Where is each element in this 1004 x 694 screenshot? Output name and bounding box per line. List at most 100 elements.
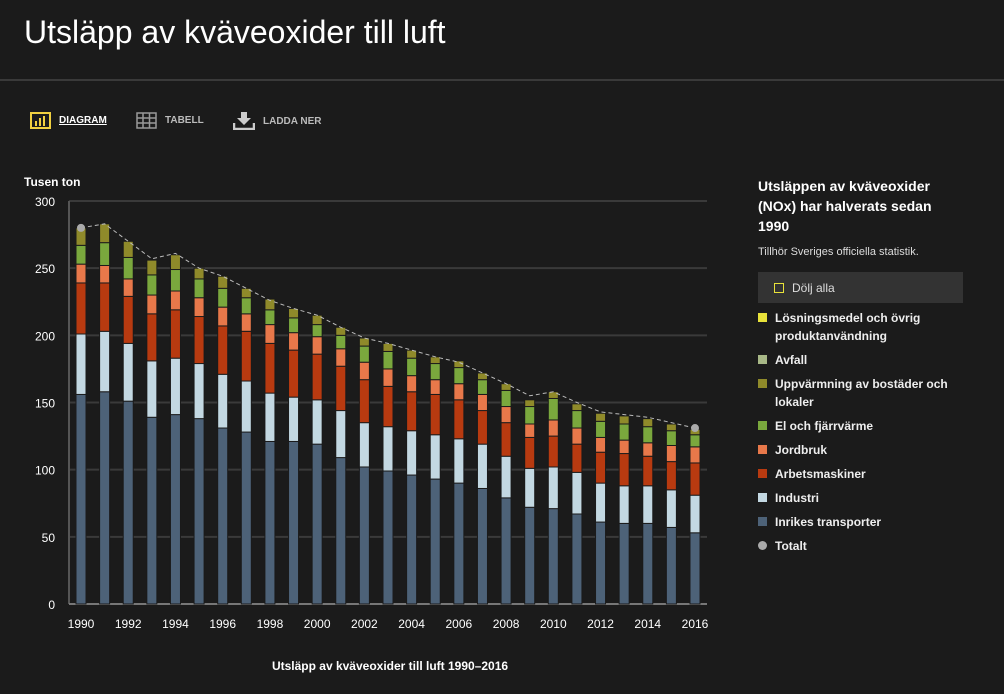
bar-segment[interactable] bbox=[240, 297, 252, 315]
bar-segment[interactable] bbox=[146, 274, 158, 296]
bar-segment[interactable] bbox=[75, 282, 87, 335]
bar-segment[interactable] bbox=[618, 522, 630, 605]
bar-segment[interactable] bbox=[665, 461, 677, 491]
bar-segment[interactable] bbox=[122, 278, 134, 297]
bar-segment[interactable] bbox=[618, 415, 630, 425]
bar-segment[interactable] bbox=[335, 334, 347, 350]
bar-segment[interactable] bbox=[264, 392, 276, 442]
bar-segment[interactable] bbox=[476, 393, 488, 412]
bar-segment[interactable] bbox=[122, 240, 134, 258]
bar-segment[interactable] bbox=[429, 434, 441, 480]
bar-segment[interactable] bbox=[240, 380, 252, 433]
bar-segment[interactable] bbox=[217, 275, 229, 289]
bar-segment[interactable] bbox=[524, 423, 536, 438]
tab-tabell[interactable]: TABELL bbox=[136, 112, 204, 129]
bar-segment[interactable] bbox=[264, 324, 276, 344]
bar-segment[interactable] bbox=[547, 466, 559, 510]
bar-segment[interactable] bbox=[595, 451, 607, 484]
bar-segment[interactable] bbox=[500, 497, 512, 605]
bar-segment[interactable] bbox=[689, 462, 701, 496]
bar-segment[interactable] bbox=[99, 282, 111, 332]
bar-segment[interactable] bbox=[169, 309, 181, 359]
bar-segment[interactable] bbox=[429, 356, 441, 365]
bar-segment[interactable] bbox=[406, 430, 418, 476]
bar-segment[interactable] bbox=[453, 360, 465, 369]
bar-segment[interactable] bbox=[288, 307, 300, 319]
bar-segment[interactable] bbox=[193, 278, 205, 299]
bar-segment[interactable] bbox=[642, 522, 654, 605]
bar-segment[interactable] bbox=[524, 467, 536, 508]
bar-segment[interactable] bbox=[595, 420, 607, 438]
bar-segment[interactable] bbox=[453, 438, 465, 484]
bar-segment[interactable] bbox=[406, 391, 418, 432]
bar-segment[interactable] bbox=[335, 326, 347, 336]
bar-segment[interactable] bbox=[335, 457, 347, 605]
bar-segment[interactable] bbox=[335, 365, 347, 412]
bar-segment[interactable] bbox=[99, 264, 111, 284]
bar-segment[interactable] bbox=[689, 494, 701, 534]
bar-segment[interactable] bbox=[642, 455, 654, 487]
tab-diagram[interactable]: DIAGRAM bbox=[30, 112, 107, 129]
bar-segment[interactable] bbox=[689, 532, 701, 605]
bar-segment[interactable] bbox=[382, 385, 394, 428]
bar-segment[interactable] bbox=[571, 443, 583, 473]
bar-segment[interactable] bbox=[642, 418, 654, 428]
bar-segment[interactable] bbox=[146, 313, 158, 362]
bar-segment[interactable] bbox=[240, 287, 252, 299]
bar-segment[interactable] bbox=[382, 470, 394, 605]
bar-segment[interactable] bbox=[288, 396, 300, 442]
bar-segment[interactable] bbox=[524, 436, 536, 469]
bar-segment[interactable] bbox=[665, 430, 677, 446]
bar-segment[interactable] bbox=[122, 295, 134, 344]
bar-segment[interactable] bbox=[618, 453, 630, 487]
bar-segment[interactable] bbox=[99, 242, 111, 266]
bar-segment[interactable] bbox=[429, 363, 441, 381]
bar-segment[interactable] bbox=[358, 422, 370, 468]
hide-all-button[interactable]: Dölj alla bbox=[758, 272, 963, 303]
bar-segment[interactable] bbox=[311, 336, 323, 355]
bar-segment[interactable] bbox=[429, 478, 441, 605]
bar-segment[interactable] bbox=[311, 399, 323, 445]
bar-segment[interactable] bbox=[382, 368, 394, 387]
bar-segment[interactable] bbox=[665, 489, 677, 528]
bar-segment[interactable] bbox=[595, 412, 607, 422]
bar-segment[interactable] bbox=[406, 357, 418, 377]
bar-segment[interactable] bbox=[547, 397, 559, 421]
legend-item[interactable]: Lösningsmedel och övrig produktanvändnin… bbox=[758, 309, 963, 345]
bar-segment[interactable] bbox=[547, 435, 559, 468]
legend-item[interactable]: Arbetsmaskiner bbox=[758, 465, 963, 483]
legend-item[interactable]: Jordbruk bbox=[758, 441, 963, 459]
bar-segment[interactable] bbox=[99, 330, 111, 393]
bar-segment[interactable] bbox=[524, 506, 536, 605]
total-point[interactable] bbox=[77, 223, 85, 232]
bar-segment[interactable] bbox=[146, 259, 158, 276]
legend-item[interactable]: Inrikes transporter bbox=[758, 513, 963, 531]
bar-segment[interactable] bbox=[358, 379, 370, 424]
bar-segment[interactable] bbox=[642, 442, 654, 457]
bar-segment[interactable] bbox=[453, 367, 465, 385]
bar-segment[interactable] bbox=[524, 399, 536, 408]
bar-segment[interactable] bbox=[571, 403, 583, 412]
bar-segment[interactable] bbox=[169, 290, 181, 311]
legend-item[interactable]: El och fjärrvärme bbox=[758, 417, 963, 435]
bar-segment[interactable] bbox=[217, 373, 229, 429]
bar-segment[interactable] bbox=[382, 342, 394, 352]
bar-segment[interactable] bbox=[193, 267, 205, 280]
bar-segment[interactable] bbox=[193, 297, 205, 318]
bar-segment[interactable] bbox=[500, 422, 512, 457]
bar-segment[interactable] bbox=[146, 294, 158, 315]
bar-segment[interactable] bbox=[217, 306, 229, 327]
legend-item[interactable]: Totalt bbox=[758, 537, 963, 555]
bar-segment[interactable] bbox=[382, 350, 394, 370]
bar-segment[interactable] bbox=[476, 443, 488, 489]
bar-segment[interactable] bbox=[547, 508, 559, 605]
bar-segment[interactable] bbox=[665, 444, 677, 463]
bar-segment[interactable] bbox=[75, 263, 87, 284]
bar-segment[interactable] bbox=[665, 526, 677, 605]
bar-segment[interactable] bbox=[689, 434, 701, 448]
bar-segment[interactable] bbox=[406, 474, 418, 605]
bar-segment[interactable] bbox=[193, 418, 205, 605]
bar-segment[interactable] bbox=[571, 410, 583, 429]
bar-segment[interactable] bbox=[99, 391, 111, 605]
bar-segment[interactable] bbox=[571, 427, 583, 445]
